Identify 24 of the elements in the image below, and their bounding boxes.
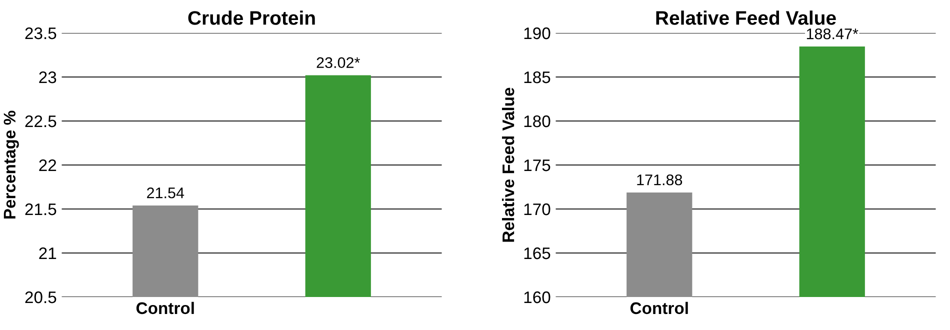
y-tick-label: 23.5 xyxy=(25,27,56,40)
y-tick-label: 190 xyxy=(524,27,550,40)
y-tick-label: 165 xyxy=(524,247,550,260)
y-tick-label: 20.5 xyxy=(25,291,56,304)
data-label: 171.88 xyxy=(637,174,682,186)
chart-title: Crude Protein xyxy=(188,10,315,25)
y-axis-title: Relative Feed Value xyxy=(502,88,514,242)
y-tick-label: 22 xyxy=(39,159,56,172)
y-tick-label: 21 xyxy=(39,247,56,260)
data-label: 21.54 xyxy=(147,187,184,198)
y-tick-label: 23 xyxy=(39,71,56,84)
x-tick-label: Control xyxy=(136,302,194,314)
y-tick-label: 160 xyxy=(524,291,550,304)
y-tick-label: 180 xyxy=(524,115,550,128)
data-label: 188.47* xyxy=(806,28,858,40)
y-tick-label: 21.5 xyxy=(25,203,56,216)
y-tick-label: 185 xyxy=(524,71,550,84)
chart-title: Relative Feed Value xyxy=(656,10,836,25)
y-tick-label: 175 xyxy=(524,160,550,172)
y-axis-title: Percentage % xyxy=(4,110,19,219)
y-tick-label: 170 xyxy=(524,203,550,216)
y-tick-label: 22.5 xyxy=(25,115,56,128)
data-label: 23.02* xyxy=(316,57,360,68)
x-tick-label: Control xyxy=(630,302,688,314)
